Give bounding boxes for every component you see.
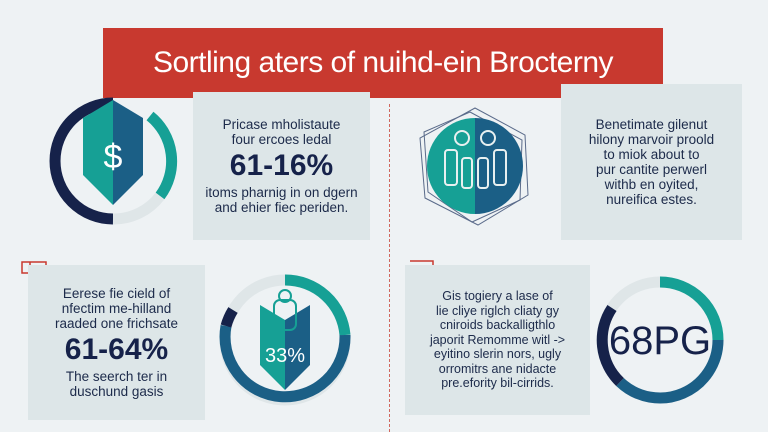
page-title: Sortling aters of nuihd-ein Brocterny: [152, 46, 614, 79]
title-banner: Sortling aters of nuihd-ein Brocterny: [103, 28, 663, 98]
panel-text: Gis togiery a lase of: [442, 289, 553, 304]
ring-segment-navy: [49, 97, 114, 225]
panel-text: japorit Remomme witl ->: [429, 332, 566, 347]
ring-label-68: 68PG: [609, 319, 711, 363]
panel-text: The seerch ter in: [65, 369, 168, 384]
panel-stat: 61-64%: [64, 333, 169, 366]
panel-text: four ercoes ledal: [231, 132, 332, 147]
stat-panel-3: Eerese fie cield of nfectim me-hilland r…: [28, 265, 205, 420]
ring-label-33: 33%: [265, 345, 305, 367]
panel-text: cniroids backalligthlo: [439, 318, 556, 333]
text-panel-4: Gis togiery a lase of lie cliye riglch c…: [405, 265, 590, 415]
panel-text: pre.efority bil-cirrids.: [441, 376, 554, 391]
panel-text: Eerese fie cield of: [62, 286, 171, 301]
panel-text: to miok about to: [603, 147, 700, 162]
ring-segment-teal: [146, 111, 178, 200]
panel-text: itoms pharnig in on dgern: [205, 185, 358, 200]
progress-ring-68: [596, 276, 724, 404]
text-panel-2: Benetimate gilenut hilony marvoir proold…: [561, 84, 742, 240]
panel-text: orromitrs ane nidacte: [438, 361, 557, 376]
hexagon-bottles-icon: [419, 107, 529, 226]
panel-text: Benetimate gilenut: [595, 117, 708, 132]
panel-text: eyitino slerin nors, ugly: [433, 347, 562, 362]
panel-stat: 61-16%: [229, 149, 334, 182]
stat-panel-1: Pricase mholistaute four ercoes ledal 61…: [193, 92, 370, 240]
panel-text: raaded one frichsate: [54, 316, 179, 331]
panel-text: duschund gasis: [69, 384, 164, 399]
divider: [389, 104, 390, 432]
svg-text:$: $: [104, 138, 123, 176]
panel-text: nfectim me-hilland: [61, 301, 172, 316]
ring-segment-light: [112, 192, 165, 225]
progress-ring: [49, 97, 178, 225]
panel-text: pur cantite perwerl: [595, 162, 708, 177]
panel-text: nureifica estes.: [606, 192, 697, 207]
panel-text: withb en oyited,: [604, 177, 699, 192]
shield-dollar-icon: $: [83, 100, 143, 205]
panel-text: lie cliye riglch cliaty gy: [436, 303, 559, 318]
shield-figure-icon: [260, 289, 310, 390]
panel-text: and ehier fiec periden.: [214, 200, 349, 215]
panel-text: hilony marvoir proold: [588, 132, 715, 147]
panel-text: Pricase mholistaute: [222, 117, 341, 132]
progress-ring-33: [219, 274, 351, 406]
